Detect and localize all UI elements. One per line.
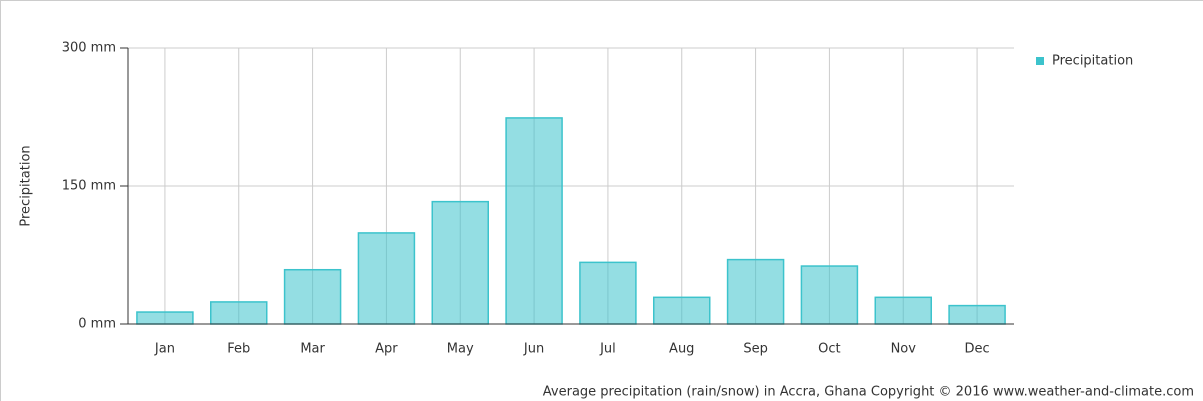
bar — [283, 268, 342, 325]
legend-label: Precipitation — [1052, 54, 1133, 69]
caption: Average precipitation (rain/snow) in Acc… — [543, 385, 1194, 400]
bar — [726, 258, 785, 325]
x-tick-label: Nov — [891, 342, 917, 357]
bar — [948, 304, 1006, 325]
bar — [136, 311, 194, 325]
x-tick-label: Dec — [965, 342, 990, 357]
bar — [431, 200, 489, 325]
bar — [874, 296, 932, 325]
x-tick-label: Feb — [227, 342, 250, 357]
y-tick-label: 0 mm — [78, 317, 116, 332]
x-tick-label: Jan — [154, 342, 175, 357]
bar — [800, 265, 859, 325]
x-tick-label: May — [447, 342, 474, 357]
x-tick-label: Sep — [743, 342, 768, 357]
bar — [505, 117, 563, 325]
x-tick-label: Apr — [375, 342, 398, 357]
bar — [210, 301, 268, 325]
x-tick-label: Jun — [523, 342, 544, 357]
y-axis-label: Precipitation — [19, 145, 34, 226]
bar — [653, 296, 711, 325]
bar — [357, 232, 416, 325]
x-tick-label: Mar — [300, 342, 325, 357]
y-tick-label: 300 mm — [62, 41, 116, 56]
bar — [579, 261, 637, 325]
legend-swatch — [1036, 57, 1044, 65]
x-tick-label: Oct — [818, 342, 840, 357]
x-tick-label: Jul — [599, 342, 616, 357]
x-tick-label: Aug — [669, 342, 694, 357]
y-tick-label: 150 mm — [62, 179, 116, 194]
